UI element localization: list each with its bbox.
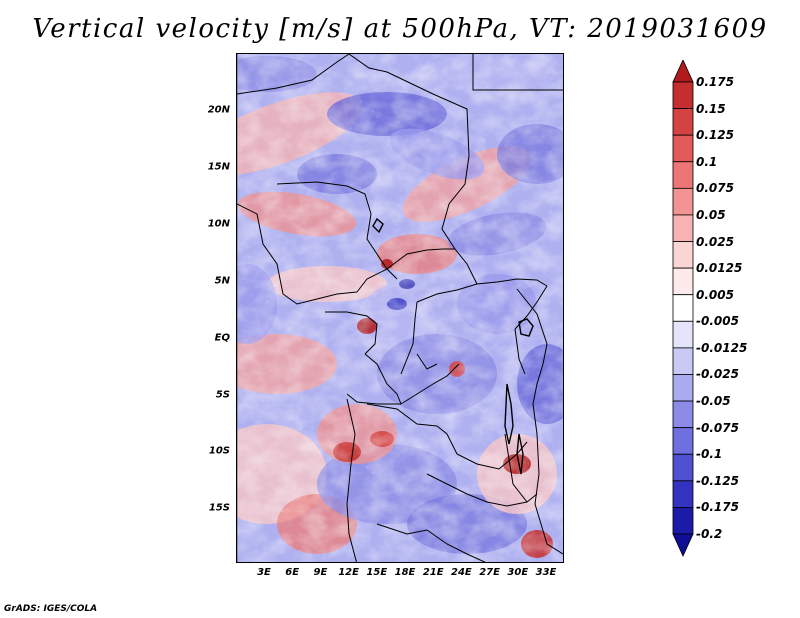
lon-label-10: 33E bbox=[535, 567, 557, 578]
colorbar-segment-16 bbox=[672, 480, 694, 508]
lake-tanganyika bbox=[504, 383, 514, 445]
colorbar-segment-9 bbox=[672, 294, 694, 322]
lon-label-1: 6E bbox=[285, 567, 300, 578]
border-sudan-south-sudan bbox=[476, 278, 548, 287]
border-car-south-sudan bbox=[416, 283, 478, 303]
lon-label-3: 12E bbox=[338, 567, 359, 578]
colorbar-segment-8 bbox=[672, 267, 694, 296]
lon-label-9: 30E bbox=[507, 567, 529, 578]
lat-label-1: 15N bbox=[207, 161, 230, 173]
border-west-africa bbox=[237, 203, 358, 305]
colorbar-label-10: -0.0125 bbox=[696, 340, 748, 355]
colorbar-label-14: -0.1 bbox=[696, 447, 723, 462]
lat-label-7: 15S bbox=[208, 502, 230, 514]
border-angola-drc bbox=[346, 393, 401, 405]
colorbar-label-12: -0.05 bbox=[696, 394, 731, 409]
colorbar-label-4: 0.075 bbox=[696, 181, 734, 196]
colorbar-segment-17 bbox=[672, 507, 694, 535]
colorbar bbox=[672, 60, 694, 557]
border-drc-north bbox=[400, 363, 460, 405]
border-niger-chad-libya bbox=[348, 54, 470, 157]
lat-label-5: 5S bbox=[215, 389, 230, 401]
colorbar-segment-3 bbox=[672, 134, 694, 163]
colorbar-bottom-arrow bbox=[672, 533, 694, 557]
country-borders bbox=[237, 54, 563, 562]
colorbar-label-5: 0.05 bbox=[696, 207, 726, 222]
colorbar-label-3: 0.1 bbox=[696, 154, 718, 169]
border-congo-drc bbox=[364, 353, 402, 405]
border-drc-car bbox=[400, 301, 418, 375]
border-uganda bbox=[514, 328, 526, 375]
border-cameroon-gabon bbox=[325, 311, 378, 355]
colorbar-segment-2 bbox=[672, 108, 694, 136]
border-angola-drc-south bbox=[366, 403, 458, 455]
lake-malawi bbox=[516, 433, 524, 475]
colorbar-segment-1 bbox=[672, 81, 694, 109]
lon-label-2: 9E bbox=[313, 567, 328, 578]
colorbar-label-6: 0.025 bbox=[696, 234, 734, 249]
colorbar-label-9: -0.005 bbox=[696, 314, 739, 329]
colorbar-segment-4 bbox=[672, 161, 694, 189]
lon-label-7: 24E bbox=[451, 567, 472, 578]
border-egypt-sudan bbox=[472, 54, 563, 91]
lon-label-5: 18E bbox=[394, 567, 416, 578]
lakes bbox=[372, 217, 534, 475]
lake-chad bbox=[372, 217, 384, 234]
border-south-sudan-ethiopia bbox=[514, 285, 548, 330]
lon-label-8: 27E bbox=[479, 567, 500, 578]
border-kenya-tanzania bbox=[516, 288, 548, 405]
border-niger-nigeria-chad bbox=[276, 181, 398, 280]
velocity-speckle bbox=[237, 54, 563, 562]
colorbar-label-16: -0.175 bbox=[696, 500, 739, 515]
colorbar-label-13: -0.075 bbox=[696, 420, 739, 435]
border-cameroon-car bbox=[356, 268, 388, 293]
lat-label-0: 20N bbox=[207, 104, 230, 116]
colorbar-segment-15 bbox=[672, 453, 694, 482]
colorbar-label-8: 0.005 bbox=[696, 287, 734, 302]
lat-label-3: 5N bbox=[214, 275, 230, 287]
colorbar-label-17: -0.2 bbox=[696, 527, 723, 541]
colorbar-label-11: -0.025 bbox=[696, 367, 739, 382]
border-namibia-botswana bbox=[376, 523, 486, 562]
colorbar-segment-7 bbox=[672, 241, 694, 269]
vertical-velocity-map bbox=[237, 54, 563, 562]
lon-label-4: 15E bbox=[366, 567, 388, 578]
border-zambia-drc bbox=[456, 441, 528, 470]
border-malawi bbox=[504, 433, 528, 503]
map-panel bbox=[236, 53, 564, 563]
colorbar-segment-11 bbox=[672, 347, 694, 375]
colorbar-label-7: 0.0125 bbox=[696, 261, 743, 276]
border-algeria-niger bbox=[237, 54, 350, 95]
lon-label-6: 21E bbox=[422, 567, 444, 578]
border-mozambique bbox=[532, 403, 563, 555]
colorbar-segment-6 bbox=[672, 214, 694, 242]
colorbar-segment-10 bbox=[672, 320, 694, 349]
colorbar-label-15: -0.125 bbox=[696, 473, 739, 488]
border-car-chad bbox=[386, 248, 455, 270]
border-lake bbox=[416, 353, 438, 370]
colorbar-top-arrow bbox=[672, 60, 694, 83]
lat-label-2: 10N bbox=[207, 218, 230, 230]
lat-label-4: EQ bbox=[214, 332, 230, 344]
colorbar-segment-14 bbox=[672, 427, 694, 455]
colorbar-segment-12 bbox=[672, 374, 694, 402]
colorbar-label-2: 0.125 bbox=[696, 128, 734, 143]
colorbar-segment-13 bbox=[672, 400, 694, 429]
colorbar-segment-5 bbox=[672, 187, 694, 216]
lat-label-6: 10S bbox=[208, 445, 230, 457]
border-angola-coast bbox=[346, 398, 357, 562]
lake-victoria bbox=[518, 318, 534, 337]
lon-label-0: 3E bbox=[257, 567, 271, 578]
colorbar-label-0: 0.175 bbox=[696, 75, 734, 89]
chart-title: Vertical velocity [m/s] at 500hPa, VT: 2… bbox=[32, 14, 768, 44]
border-chad-sudan bbox=[441, 155, 478, 285]
colorbar-label-1: 0.15 bbox=[696, 101, 726, 116]
footer-credit: GrADS: IGES/COLA bbox=[4, 604, 98, 614]
